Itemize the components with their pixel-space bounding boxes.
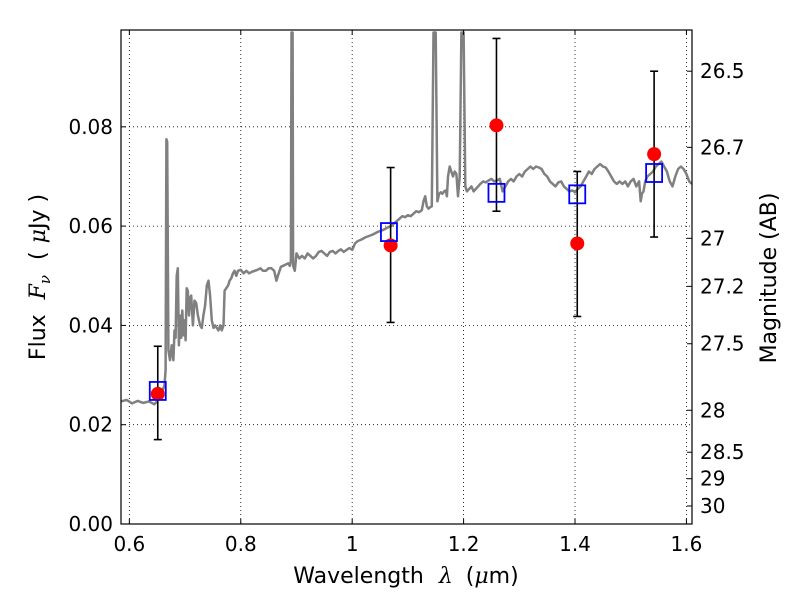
y-tick-label: 0.06 (68, 214, 113, 238)
y-axis-label: Flux Fν ( μJy ) (26, 194, 56, 360)
magnitude-tick-label: 26.5 (700, 59, 745, 83)
y-axis-label-unit-open: ( (26, 251, 51, 260)
y-axis-label-unit-mu: μ (26, 229, 51, 243)
observed-point (489, 118, 504, 133)
x-axis-label: Wavelength λ (μm) (293, 564, 518, 589)
magnitude-axis: 26.5 26.7 27 27.2 27.5 28 28.5 29 30 (687, 59, 745, 518)
model-photometry-point (645, 163, 664, 183)
model-spectrum-layer (120, 31, 693, 406)
x-tick-label: 1 (346, 532, 359, 556)
y-tick-label: 0.08 (68, 115, 113, 139)
x-tick-label: 1.6 (671, 532, 703, 556)
magnitude-tick-label: 27.2 (700, 274, 745, 298)
x-axis-label-unit-open: ( (466, 564, 475, 589)
observed-point (647, 147, 662, 162)
model-photometry-point (568, 184, 587, 205)
x-tick-label: 0.6 (113, 532, 145, 556)
x-axis-label-unit-mu: μ (474, 564, 488, 589)
plot-frame (120, 29, 693, 525)
observed-points-layer (150, 118, 662, 401)
x-tick-label: 0.8 (225, 532, 257, 556)
model-photometry-point (487, 182, 506, 203)
x-axis: 0.6 0.8 1 1.2 1.4 1.6 (113, 30, 702, 556)
magnitude-tick-label: 29 (700, 467, 725, 491)
magnitude-tick-label: 30 (700, 494, 725, 518)
y-tick-label: 0.04 (68, 313, 113, 337)
y-axis-label-prefix: Flux (26, 314, 51, 360)
y-axis-label-sub: ν (36, 275, 54, 284)
plot-background (121, 30, 692, 524)
magnitude-tick-label: 28.5 (700, 440, 745, 464)
magnitude-axis-label: Magnitude (AB) (757, 193, 782, 364)
magnitude-tick-label: 27 (700, 226, 725, 250)
y-tick-label: 0.02 (68, 413, 113, 437)
model-spectrum-line (120, 31, 693, 406)
observed-point (570, 236, 585, 251)
y-tick-label: 0.00 (68, 512, 113, 536)
model-photometry-layer (148, 163, 664, 401)
magnitude-tick-label: 26.7 (700, 135, 745, 159)
x-axis-label-symbol: λ (438, 564, 453, 589)
x-axis-label-prefix: Wavelength (293, 564, 424, 589)
magnitude-tick-label: 27.5 (700, 332, 745, 356)
model-photometry-point (148, 381, 167, 401)
y-axis-label-unit-rest: Jy ) (26, 194, 51, 231)
model-photometry-point (380, 222, 398, 242)
x-tick-label: 1.4 (559, 532, 591, 556)
observed-point (383, 238, 398, 253)
x-tick-label: 1.2 (448, 532, 480, 556)
magnitude-tick-label: 28 (700, 398, 725, 422)
x-axis-label-unit-rest: m) (489, 564, 519, 589)
observed-point (150, 386, 165, 401)
y-axis-label-symbol: F (26, 283, 51, 300)
y-axis: 0.00 0.02 0.04 0.06 0.08 (68, 115, 126, 536)
